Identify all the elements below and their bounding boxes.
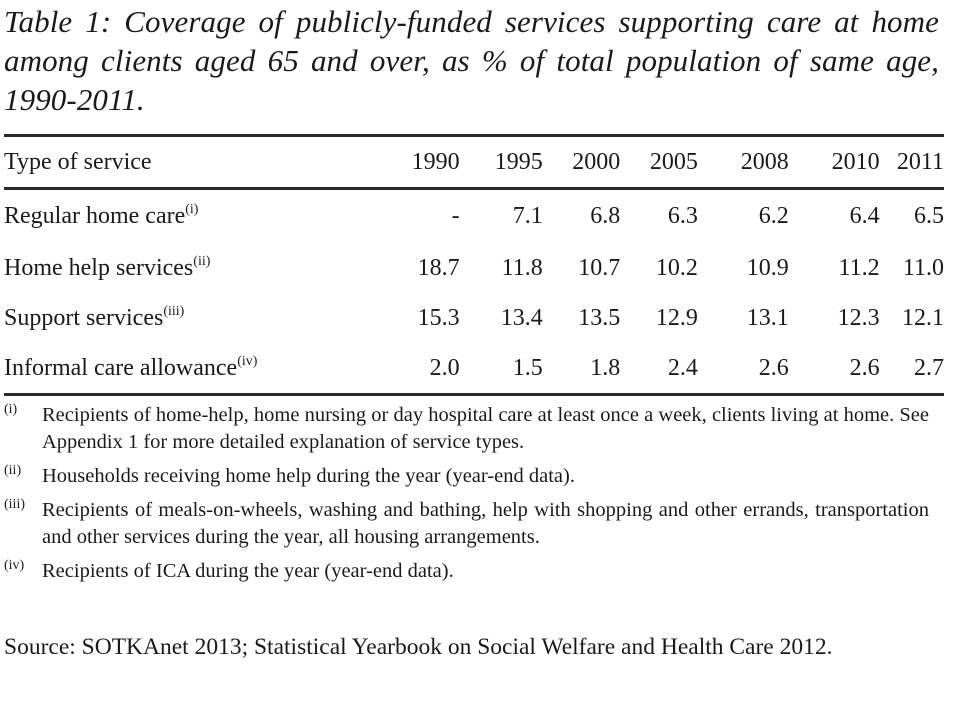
table-cell: 2.4 [667, 354, 698, 381]
table-cell: 2.0 [429, 354, 460, 381]
row-label: Home help services [4, 254, 194, 281]
row-label: Regular home care [4, 203, 186, 229]
footnotes: (i) Recipients of home-help, home nursin… [4, 402, 929, 592]
row-label-cell: Home help services(ii) [4, 243, 399, 293]
footnote-marker: (ii) [193, 253, 211, 269]
table-cell: 6.4 [849, 203, 880, 229]
table-row-home-help-services: Home help services(ii) 18.7 11.8 10.7 10… [4, 243, 944, 293]
table-cell: 13.1 [746, 304, 789, 331]
footnote-marker: (i) [185, 202, 199, 217]
table-cell: 15.3 [417, 304, 460, 331]
table-header-row: Type of service 1990 1995 2000 2005 2008… [4, 135, 944, 189]
table-cell: 10.9 [746, 254, 789, 281]
table-cell: 11.0 [902, 254, 944, 281]
row-label: Informal care allowance [4, 354, 238, 381]
coverage-table: Type of service 1990 1995 2000 2005 2008… [4, 134, 944, 396]
source-note: Source: SOTKAnet 2013; Statistical Yearb… [4, 634, 833, 660]
footnote-text: Households receiving home help during th… [42, 465, 575, 487]
table-cell: 12.3 [837, 304, 880, 331]
table-cell: 2.6 [758, 354, 789, 381]
header-year-2000: 2000 [572, 148, 621, 175]
row-label: Support services [4, 304, 164, 331]
table-cell: 2.6 [849, 354, 880, 381]
table-cell: 7.1 [512, 203, 543, 229]
table-cell: 6.8 [590, 203, 621, 229]
table-cell: - [451, 203, 460, 229]
footnote-3: (iii) Recipients of meals-on-wheels, was… [4, 497, 929, 551]
footnote-4: (iv) Recipients of ICA during the year (… [4, 558, 929, 585]
footnote-text: Recipients of ICA during the year (year-… [42, 560, 454, 582]
header-year-2010: 2010 [831, 148, 880, 175]
table-cell: 12.1 [902, 304, 944, 331]
footnote-marker: (iv) [4, 558, 25, 573]
row-label-cell: Support services(iii) [4, 293, 399, 343]
table-cell: 6.2 [758, 203, 789, 229]
table-cell: 10.7 [578, 254, 621, 281]
header-type-of-service: Type of service [4, 148, 152, 175]
table-row-informal-care-allowance: Informal care allowance(iv) 2.0 1.5 1.8 … [4, 343, 944, 395]
table-cell: 1.8 [590, 354, 621, 381]
row-label-cell: Regular home care(i) [4, 189, 399, 244]
footnote-marker: (iii) [4, 497, 25, 512]
header-year-1990: 1990 [411, 148, 460, 175]
table-cell: 6.5 [914, 203, 944, 229]
table-row-support-services: Support services(iii) 15.3 13.4 13.5 12.… [4, 293, 944, 343]
footnote-2: (ii) Households receiving home help duri… [4, 463, 929, 490]
table-cell: 12.9 [655, 304, 698, 331]
footnote-marker: (i) [4, 402, 18, 417]
header-year-2011: 2011 [896, 148, 944, 175]
table-cell: 6.3 [667, 203, 698, 229]
footnote-text: Recipients of meals-on-wheels, washing a… [42, 499, 929, 548]
table-cell: 10.2 [655, 254, 698, 281]
table-cell: 2.7 [914, 354, 944, 381]
header-year-2005: 2005 [649, 148, 698, 175]
footnote-marker: (ii) [4, 463, 22, 478]
footnote-marker: (iii) [163, 303, 185, 319]
footnote-1: (i) Recipients of home-help, home nursin… [4, 402, 929, 456]
footnote-marker: (iv) [237, 353, 258, 369]
table-cell: 13.4 [500, 304, 543, 331]
table-row-regular-home-care: Regular home care(i) - 7.1 6.8 6.3 6.2 6… [4, 189, 944, 244]
table-cell: 11.2 [838, 254, 880, 281]
table-cell: 1.5 [512, 354, 543, 381]
table-cell: 13.5 [578, 304, 621, 331]
table-caption: Table 1: Coverage of publicly-funded ser… [4, 4, 939, 117]
table-cell: 18.7 [417, 254, 460, 281]
row-label-cell: Informal care allowance(iv) [4, 343, 399, 395]
footnote-text: Recipients of home-help, home nursing or… [42, 404, 929, 453]
header-year-1995: 1995 [494, 148, 543, 175]
table-cell: 11.8 [501, 254, 543, 281]
header-year-2008: 2008 [740, 148, 789, 175]
